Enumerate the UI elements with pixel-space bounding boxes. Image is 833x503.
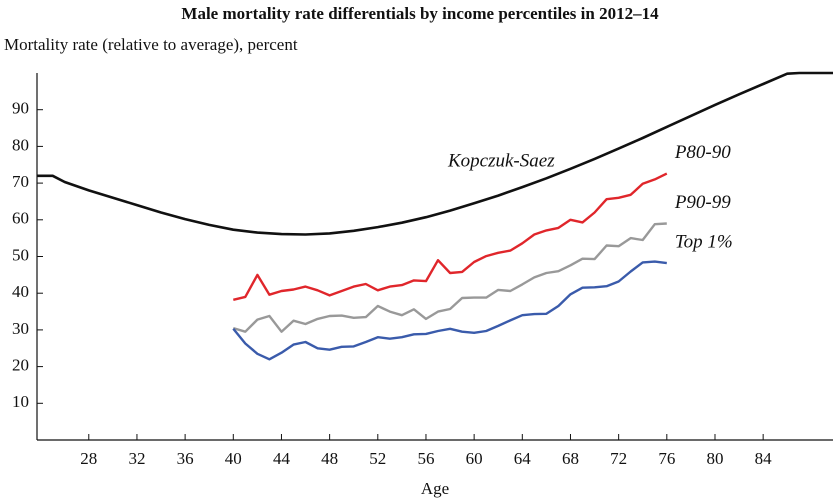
x-tick-label: 44 (273, 449, 291, 468)
y-tick-label: 80 (12, 135, 29, 154)
y-tick-label: 90 (12, 99, 29, 118)
y-tick-label: 10 (12, 392, 29, 411)
y-tick-label: 20 (12, 356, 29, 375)
x-tick-label: 60 (466, 449, 483, 468)
x-tick-label: 68 (562, 449, 579, 468)
x-axis-label: Age (421, 479, 449, 498)
y-tick-label: 60 (12, 209, 29, 228)
x-tick-label: 52 (369, 449, 386, 468)
x-tick-label: 56 (417, 449, 434, 468)
x-tick-label: 80 (706, 449, 723, 468)
y-axis-label: Mortality rate (relative to average), pe… (4, 35, 298, 54)
series-label: P90-99 (674, 192, 731, 213)
x-tick-label: 40 (225, 449, 242, 468)
series-label: P80-90 (674, 142, 731, 163)
y-tick-label: 50 (12, 245, 29, 264)
series-label: Top 1% (675, 231, 733, 252)
chart-title: Male mortality rate differentials by inc… (181, 4, 659, 23)
x-tick-label: 76 (658, 449, 675, 468)
series-line (232, 260, 667, 361)
x-tick-label: 48 (321, 449, 338, 468)
series-line (233, 172, 668, 301)
series-label: Kopczuk-Saez (447, 150, 555, 171)
series-line (232, 222, 667, 333)
x-tick-label: 72 (610, 449, 627, 468)
x-tick-label: 28 (80, 449, 97, 468)
series-line (37, 71, 833, 236)
y-tick-label: 30 (12, 319, 29, 338)
x-tick-label: 84 (755, 449, 773, 468)
x-tick-label: 32 (128, 449, 145, 468)
y-tick-label: 40 (12, 282, 29, 301)
x-tick-label: 64 (514, 449, 532, 468)
x-tick-label: 36 (177, 449, 194, 468)
y-tick-label: 70 (12, 172, 29, 191)
